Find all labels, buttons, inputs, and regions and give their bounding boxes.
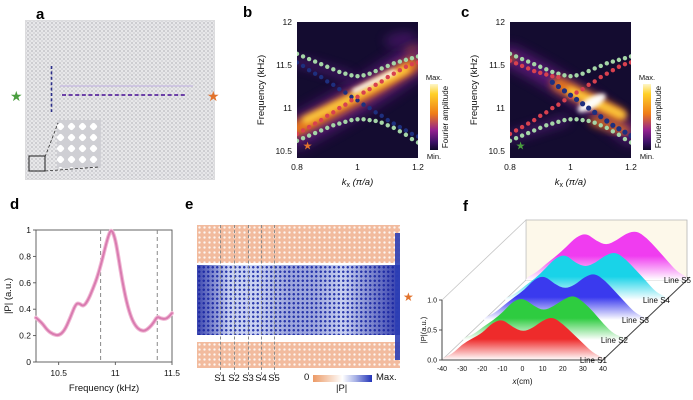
svg-text:11: 11	[111, 368, 120, 378]
svg-text:1.0: 1.0	[427, 298, 437, 305]
svg-text:10.5: 10.5	[275, 146, 292, 156]
field-top-region	[197, 225, 400, 263]
panel-label-f: f	[463, 198, 468, 215]
panel-label-c: c	[461, 4, 470, 21]
svg-text:0: 0	[521, 366, 525, 373]
svg-text:0.0: 0.0	[427, 358, 437, 365]
waterfall-3d-plot: 0.0 0.5 1.0 -40 -30 -20 -10 0 10 20 30 40 x(cm) |P|(a…	[420, 219, 692, 386]
svg-text:Max.: Max.	[639, 73, 655, 82]
svg-text:30: 30	[579, 366, 587, 373]
svg-text:|P| (a.u.): |P| (a.u.)	[3, 278, 14, 314]
svg-text:Line S1: Line S1	[580, 356, 608, 365]
svg-text:1.2: 1.2	[412, 162, 424, 172]
section-label-s4: S4	[255, 373, 267, 384]
svg-text:0.8: 0.8	[291, 162, 303, 172]
colorbar-title: |P|	[336, 383, 348, 394]
section-label-s1: S1	[214, 373, 226, 384]
dispersion-heatmap-c: ★ 12 11.5 11 10.5 0.8 1 1.2 Frequency (kHz) kx (π…	[469, 17, 663, 189]
svg-text:1: 1	[26, 225, 31, 235]
section-line-s4	[261, 225, 262, 375]
section-line-s3	[248, 225, 249, 375]
svg-text:0.8: 0.8	[504, 162, 516, 172]
svg-text:Line S4: Line S4	[643, 296, 671, 305]
green-star-marker: ★	[10, 88, 23, 104]
svg-text:12: 12	[496, 17, 506, 27]
orange-star-marker: ★	[403, 290, 414, 304]
svg-text:-30: -30	[457, 366, 467, 373]
svg-text:Fourier amplitude: Fourier amplitude	[441, 85, 450, 148]
section-line-s1	[220, 225, 221, 375]
orange-star-marker: ★	[207, 88, 220, 104]
pressure-colorbar	[313, 375, 372, 382]
section-line-s2	[234, 225, 235, 375]
svg-text:20: 20	[559, 366, 567, 373]
section-label-s2: S2	[228, 373, 240, 384]
svg-text:0.5: 0.5	[427, 328, 437, 335]
dispersion-heatmap-b: ★ 12 11.5 11 10.5 0.8 1 1.2 Frequency (kHz) kx (π…	[256, 17, 450, 189]
svg-text:0.4: 0.4	[19, 304, 31, 314]
star-marker: ★	[303, 140, 313, 152]
inset-leader-line	[44, 122, 59, 158]
svg-text:1: 1	[568, 162, 573, 172]
svg-text:11.5: 11.5	[276, 60, 292, 70]
svg-text:kx (π/a): kx (π/a)	[342, 177, 374, 189]
svg-text:0.6: 0.6	[19, 278, 31, 288]
svg-text:kx (π/a): kx (π/a)	[555, 177, 587, 189]
zoom-region-square	[28, 155, 46, 172]
svg-text:1.2: 1.2	[625, 162, 637, 172]
svg-text:40: 40	[599, 366, 607, 373]
svg-text:-40: -40	[437, 366, 447, 373]
svg-text:10: 10	[539, 366, 547, 373]
field-right-edge	[395, 233, 400, 360]
panel-label-e: e	[185, 196, 194, 213]
svg-text:0.8: 0.8	[19, 251, 31, 261]
colorbar-min-label: 0	[304, 372, 310, 383]
svg-text:12: 12	[283, 17, 293, 27]
svg-text:Min.: Min.	[640, 152, 654, 161]
svg-text:Fourier amplitude: Fourier amplitude	[654, 85, 663, 148]
star-marker: ★	[516, 140, 526, 152]
panel-label-a: a	[36, 6, 45, 23]
svg-text:Min.: Min.	[427, 152, 441, 161]
svg-text:Max.: Max.	[426, 73, 442, 82]
svg-text:10.5: 10.5	[488, 146, 505, 156]
pressure-spectrum-plot: 0 0.2 0.4 0.6 0.8 1 10.5 11 11.5 Frequency (kHz) |…	[3, 225, 180, 394]
svg-text:11.5: 11.5	[164, 368, 180, 378]
ridge-line-s1	[442, 318, 603, 360]
inset-leader-line	[44, 166, 100, 172]
section-label-s5: S5	[268, 373, 280, 384]
unit-cell-inset	[57, 120, 101, 168]
section-line-s5	[274, 225, 275, 375]
svg-text:Line S3: Line S3	[622, 316, 650, 325]
svg-text:0.2: 0.2	[19, 331, 31, 341]
section-label-s3: S3	[242, 373, 254, 384]
field-map-panel: S1 S2 S3 S4 S5 0 Max. |P| ★	[185, 195, 435, 400]
field-edge-state-band	[197, 265, 400, 335]
colorbar-max-label: Max.	[376, 372, 397, 383]
panel-label-d: d	[10, 196, 20, 213]
svg-text:|P|(a.u.): |P|(a.u.)	[420, 316, 428, 343]
svg-text:-20: -20	[477, 366, 487, 373]
svg-text:10.5: 10.5	[50, 368, 67, 378]
svg-text:0: 0	[26, 357, 31, 367]
pressure-field-map	[197, 225, 400, 375]
lattice-annotations	[28, 66, 193, 172]
svg-text:Frequency (kHz): Frequency (kHz)	[469, 55, 480, 125]
panel-label-b: b	[243, 4, 253, 21]
field-bottom-region	[197, 342, 400, 368]
svg-text:Frequency (kHz): Frequency (kHz)	[256, 55, 267, 125]
svg-text:-10: -10	[497, 366, 507, 373]
svg-text:Line S2: Line S2	[601, 336, 629, 345]
svg-text:11: 11	[283, 103, 292, 113]
svg-text:11: 11	[496, 103, 505, 113]
svg-text:x(cm): x(cm)	[512, 377, 533, 386]
svg-text:Frequency (kHz): Frequency (kHz)	[69, 383, 139, 394]
svg-text:1: 1	[355, 162, 360, 172]
svg-text:Line S5: Line S5	[664, 276, 692, 285]
svg-text:11.5: 11.5	[489, 60, 505, 70]
